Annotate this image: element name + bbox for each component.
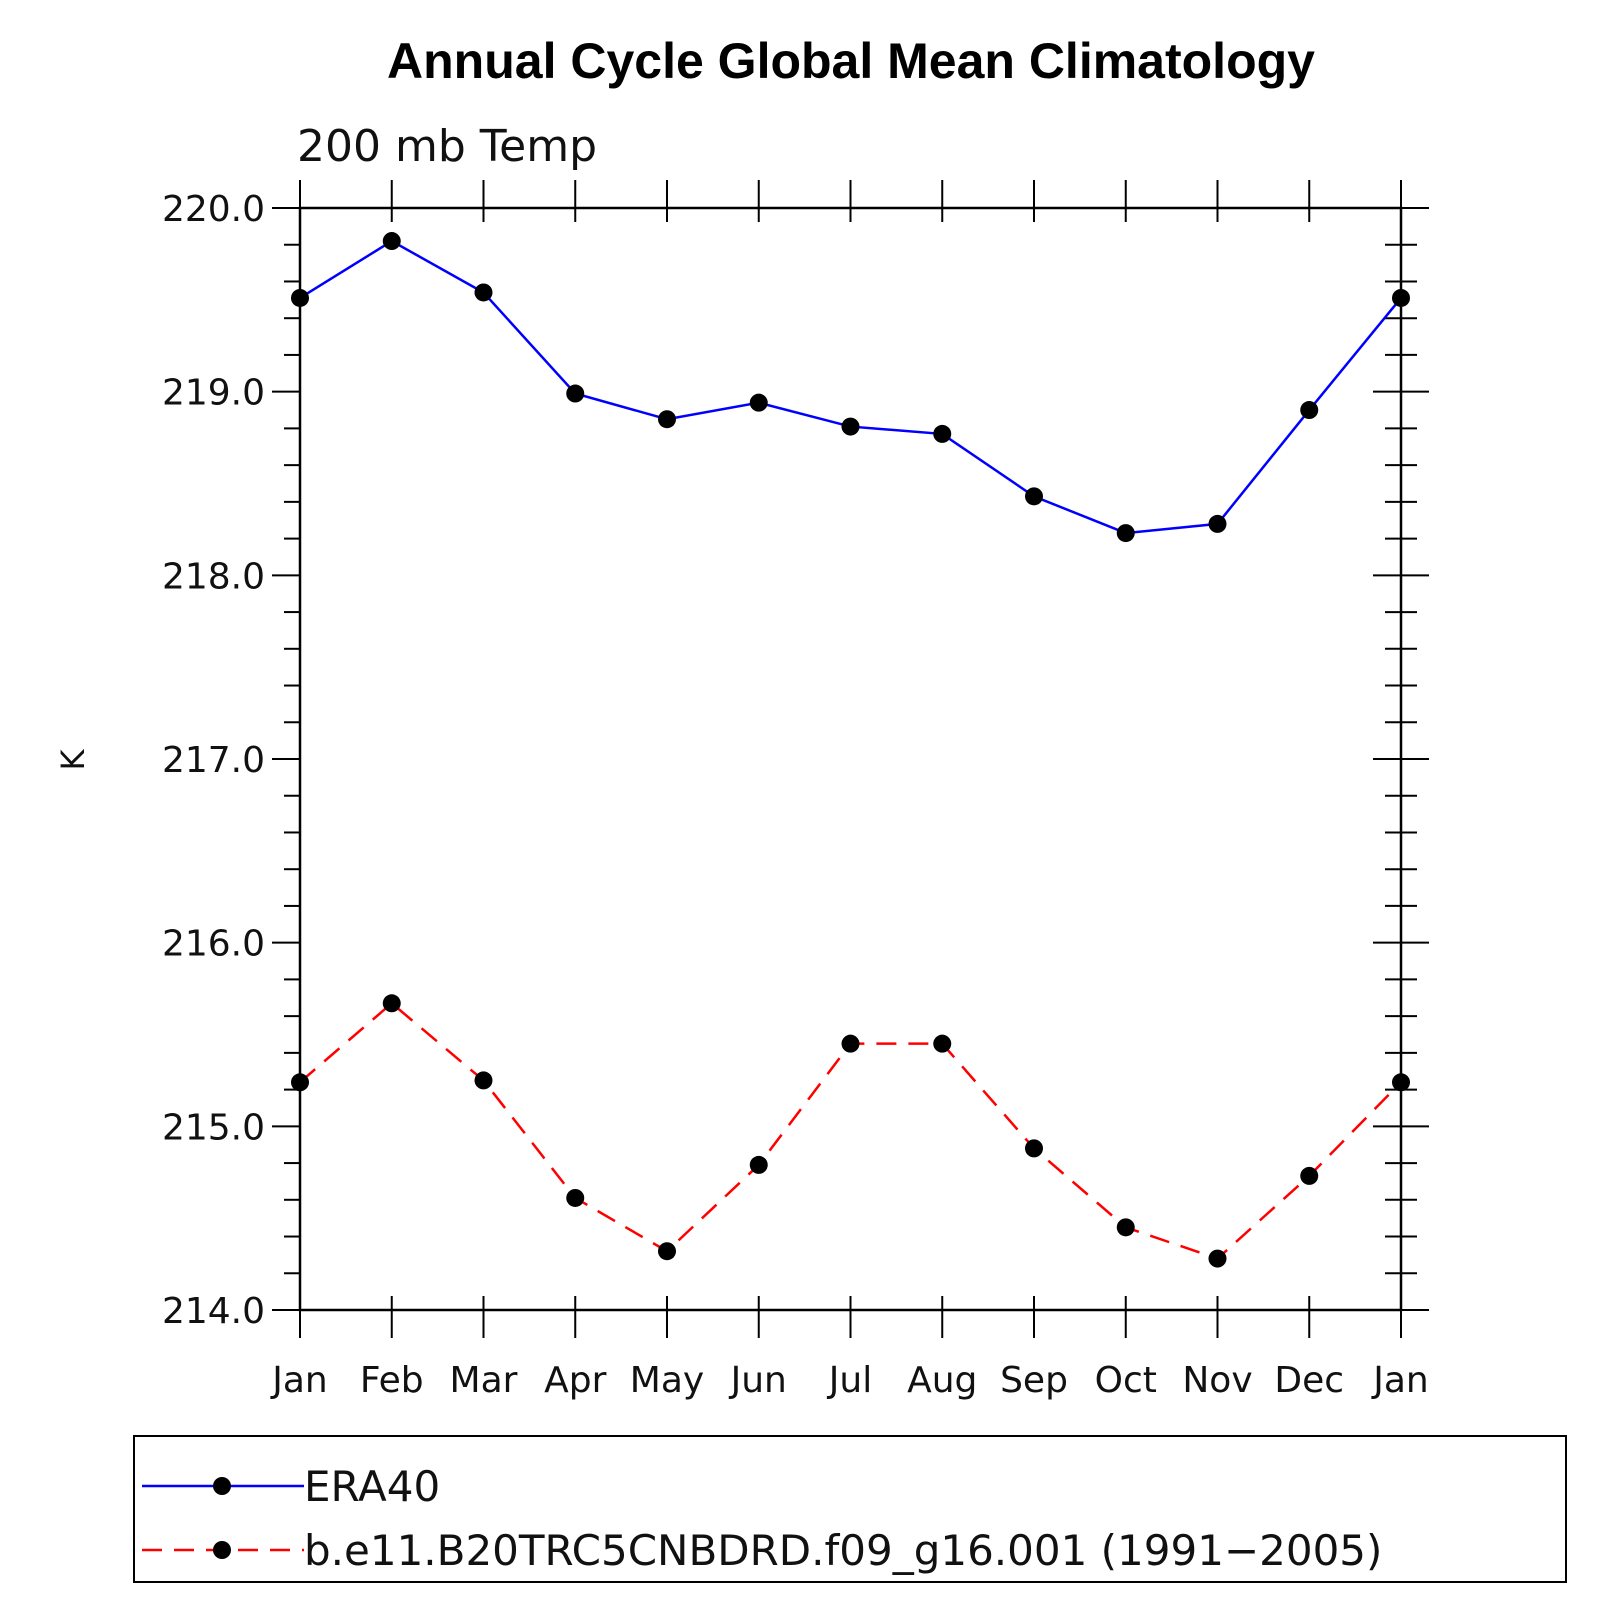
data-point — [1116, 1218, 1135, 1237]
data-point — [749, 393, 768, 412]
data-point — [658, 410, 676, 429]
x-tick-label: Jan — [1371, 1360, 1429, 1401]
data-point — [1025, 1139, 1043, 1158]
data-point — [1300, 401, 1319, 420]
x-tick-label: Jan — [270, 1360, 328, 1401]
x-tick-label: Jun — [729, 1360, 787, 1401]
x-tick-label: May — [630, 1360, 704, 1401]
data-point — [841, 1034, 860, 1053]
data-point — [1300, 1166, 1319, 1185]
x-tick-label: Aug — [907, 1360, 977, 1401]
legend: ERA40 b.e11.B20TRC5CNBDRD.f09_g16.001 (19… — [133, 1435, 1567, 1583]
x-tick-label: Oct — [1095, 1360, 1157, 1401]
data-point — [382, 994, 401, 1013]
data-point — [291, 288, 309, 307]
data-point — [474, 283, 493, 302]
y-axis-label: K — [54, 748, 92, 770]
x-tick-label: Dec — [1274, 1360, 1344, 1401]
y-tick-label: 220.0 — [162, 189, 265, 230]
x-tick-label: Sep — [1000, 1360, 1068, 1401]
legend-box — [133, 1435, 1567, 1583]
y-tick-label: 219.0 — [162, 373, 265, 414]
y-tick-label: 218.0 — [162, 556, 265, 597]
data-point — [841, 417, 860, 436]
series-line-0 — [299, 239, 1402, 535]
legend-label-0: ERA40 — [304, 1462, 440, 1511]
data-point — [1392, 288, 1410, 307]
data-point — [382, 232, 401, 251]
data-point — [566, 384, 585, 403]
data-point — [933, 1034, 952, 1053]
data-point — [1116, 524, 1135, 543]
y-tick-label: 215.0 — [162, 1107, 265, 1148]
data-point — [658, 1242, 676, 1261]
data-point — [749, 1155, 768, 1174]
chart-title: Annual Cycle Global Mean Climatology — [387, 33, 1315, 89]
data-point — [1025, 487, 1043, 506]
x-tick-label: Mar — [450, 1360, 518, 1401]
data-point — [1208, 1249, 1227, 1268]
data-point — [566, 1188, 585, 1207]
legend-label-1: b.e11.B20TRC5CNBDRD.f09_g16.001 (1991−20… — [304, 1526, 1382, 1575]
y-tick-label: 214.0 — [162, 1291, 265, 1332]
data-point — [933, 424, 952, 443]
chart-subtitle: 200 mb Temp — [297, 121, 597, 172]
plot-area: 214.0 215.0 216.0 217.0 218.0 219.0 220.0 Jan Fe… — [162, 180, 1429, 1401]
x-tick-label: Jul — [827, 1360, 872, 1401]
x-tick-label: Apr — [544, 1360, 606, 1401]
data-point — [291, 1073, 309, 1092]
y-tick-label: 216.0 — [162, 924, 265, 965]
x-tick-label: Feb — [360, 1360, 424, 1401]
data-point — [1392, 1073, 1410, 1092]
legend-marker-0 — [213, 1477, 231, 1495]
y-tick-label: 217.0 — [162, 740, 265, 781]
plot-frame — [298, 206, 1403, 1312]
legend-marker-1 — [213, 1541, 231, 1559]
data-point — [474, 1071, 493, 1090]
data-point — [1208, 514, 1227, 533]
x-tick-label: Nov — [1182, 1360, 1252, 1401]
